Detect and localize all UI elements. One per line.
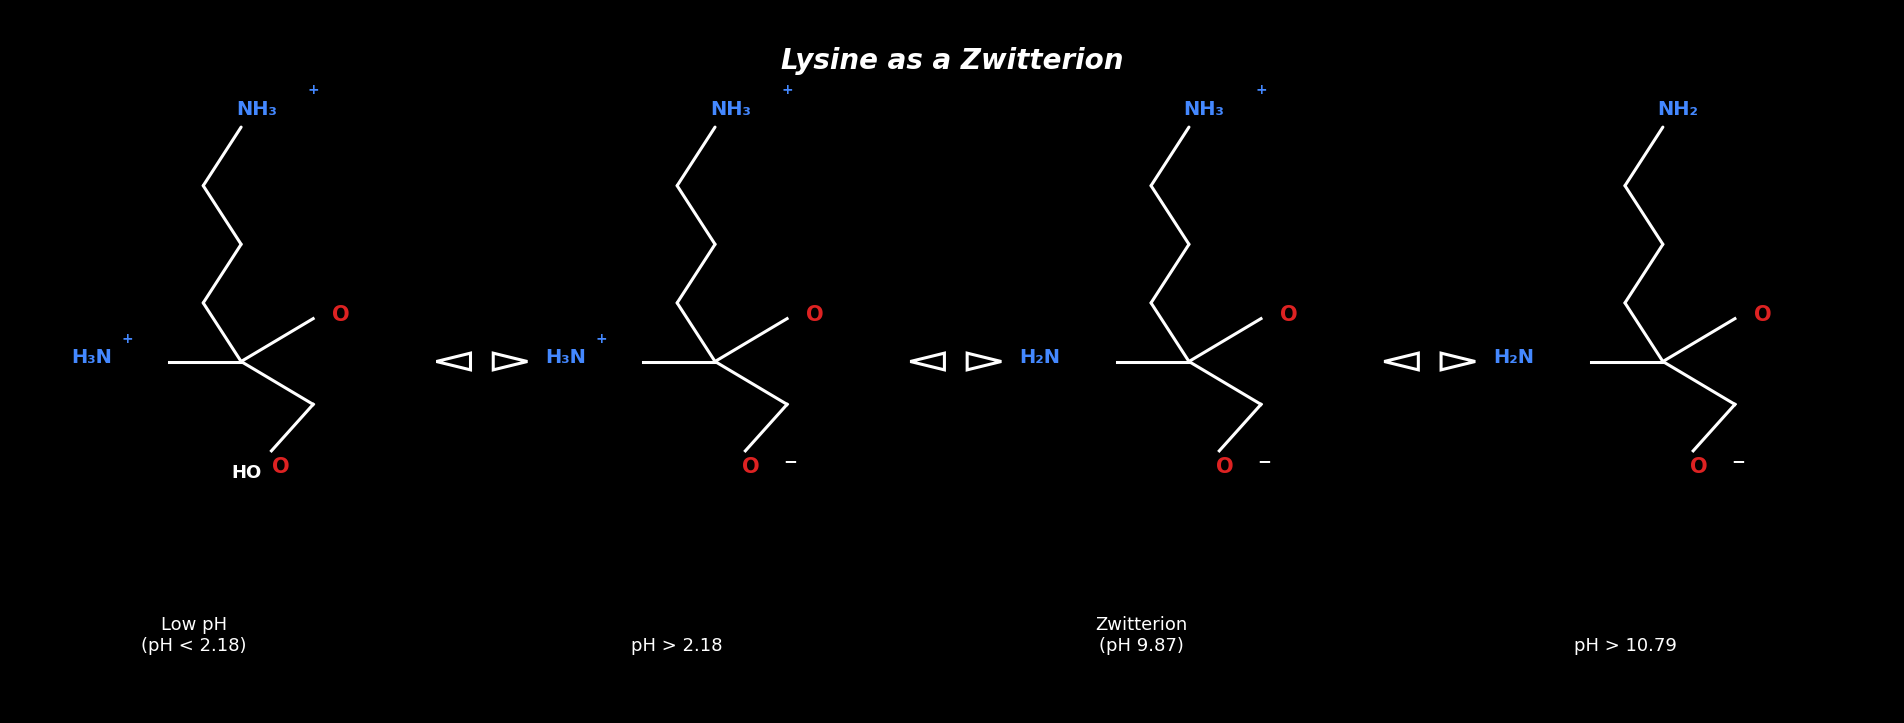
Text: +: + <box>307 83 320 97</box>
Text: Lysine as a Zwitterion: Lysine as a Zwitterion <box>781 47 1123 75</box>
Text: NH₂: NH₂ <box>1658 100 1698 119</box>
Text: HO: HO <box>232 463 263 482</box>
Text: NH₃: NH₃ <box>236 100 276 119</box>
Text: −: − <box>1257 453 1272 470</box>
Text: O: O <box>331 305 350 325</box>
Text: H₃N: H₃N <box>545 348 586 367</box>
Text: O: O <box>1691 456 1708 476</box>
Text: pH > 2.18: pH > 2.18 <box>632 636 724 654</box>
Text: +: + <box>781 83 792 97</box>
Text: +: + <box>1255 83 1266 97</box>
Text: +: + <box>122 332 133 346</box>
Text: O: O <box>1754 305 1771 325</box>
Text: O: O <box>1279 305 1297 325</box>
Text: NH₃: NH₃ <box>710 100 750 119</box>
Text: O: O <box>272 456 289 476</box>
Text: Low pH
(pH < 2.18): Low pH (pH < 2.18) <box>141 616 246 654</box>
Text: +: + <box>596 332 607 346</box>
Text: Zwitterion
(pH 9.87): Zwitterion (pH 9.87) <box>1095 616 1188 654</box>
Text: −: − <box>783 453 798 470</box>
Text: pH > 10.79: pH > 10.79 <box>1573 636 1676 654</box>
Text: O: O <box>1217 456 1234 476</box>
Text: −: − <box>1731 453 1744 470</box>
Text: NH₃: NH₃ <box>1184 100 1224 119</box>
Text: H₃N: H₃N <box>70 348 112 367</box>
Text: O: O <box>805 305 824 325</box>
Text: O: O <box>743 456 760 476</box>
Text: H₂N: H₂N <box>1019 348 1061 367</box>
Text: H₂N: H₂N <box>1493 348 1535 367</box>
